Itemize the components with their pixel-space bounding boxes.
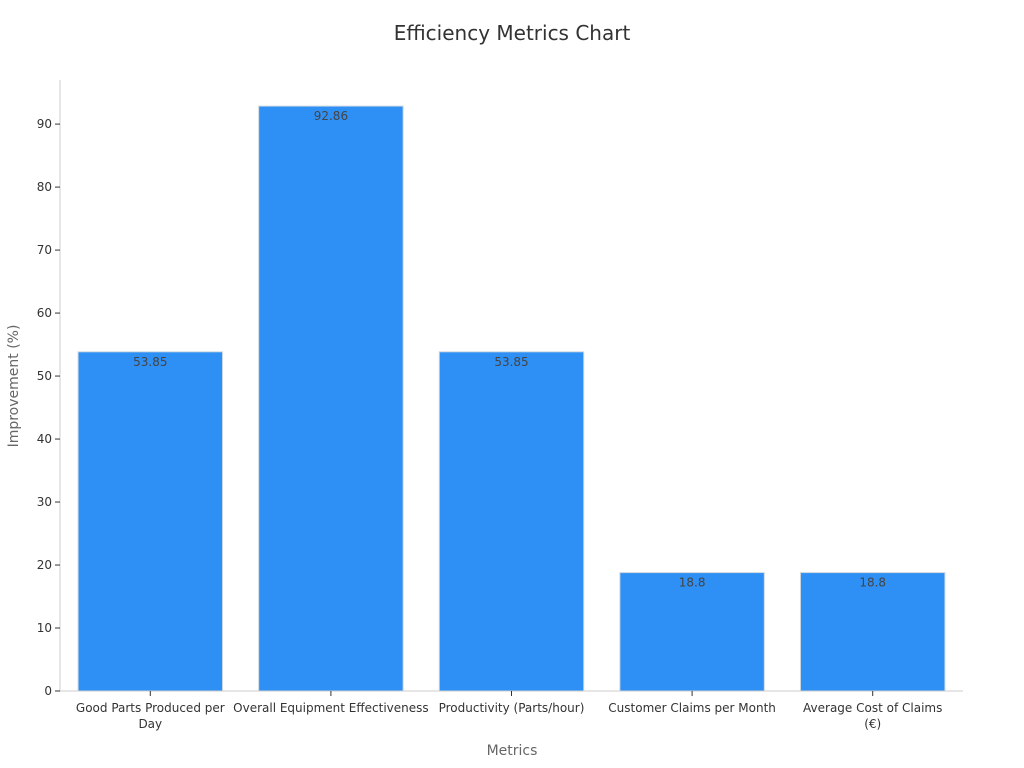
data-label: 18.8 xyxy=(859,576,886,590)
bar xyxy=(258,105,404,692)
bar xyxy=(799,572,946,692)
x-axis-label: Metrics xyxy=(487,743,538,759)
y-tick-label: 10 xyxy=(37,621,52,635)
y-tick-label: 60 xyxy=(37,306,52,320)
x-tick-label: Average Cost of Claims (€) xyxy=(803,701,942,731)
x-tick-label: Overall Equipment Effectiveness xyxy=(233,701,429,715)
y-tick-label: 0 xyxy=(44,684,52,698)
y-tick-label: 50 xyxy=(37,369,52,383)
bar xyxy=(438,351,585,692)
bar xyxy=(77,351,224,692)
data-label: 92.86 xyxy=(314,109,348,123)
y-tick-label: 70 xyxy=(37,243,52,257)
bars-layer xyxy=(77,105,946,692)
bar xyxy=(619,572,765,692)
x-tick-label: Productivity (Parts/hour) xyxy=(439,701,585,715)
y-tick-label: 20 xyxy=(37,558,52,572)
labels-layer: 53.85 92.86 53.85 18.8 18.8 xyxy=(133,109,886,590)
chart-title: Efficiency Metrics Chart xyxy=(394,21,631,45)
data-label: 18.8 xyxy=(679,576,706,590)
axes-layer: 0 10 20 30 40 50 60 70 80 90 Good Parts Produced p… xyxy=(37,80,963,731)
x-tick-label: Good Parts Produced per Day xyxy=(76,701,225,731)
y-tick-label: 40 xyxy=(37,432,52,446)
y-axis-label: Improvement (%) xyxy=(6,325,22,448)
y-tick-label: 80 xyxy=(37,180,52,194)
data-label: 53.85 xyxy=(494,355,528,369)
y-tick-label: 90 xyxy=(37,117,52,131)
x-tick-label: Customer Claims per Month xyxy=(608,701,776,715)
y-tick-label: 30 xyxy=(37,495,52,509)
data-label: 53.85 xyxy=(133,355,167,369)
